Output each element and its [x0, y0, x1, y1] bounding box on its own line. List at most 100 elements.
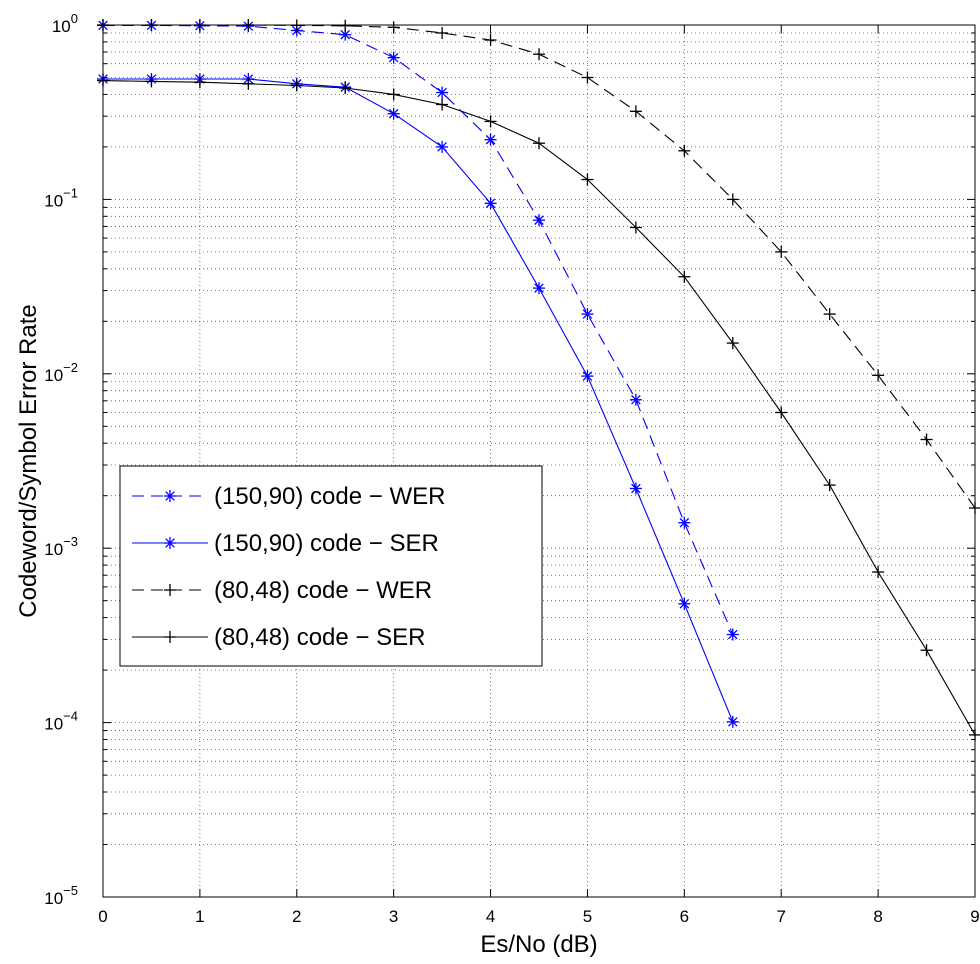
legend-item-2: (150,90) code − SER	[132, 530, 439, 557]
series-3-point	[533, 48, 545, 61]
marker-stroke	[727, 717, 738, 727]
x-tick-label: 4	[486, 907, 495, 926]
series-1-point	[726, 628, 739, 641]
marker-stroke	[582, 309, 593, 319]
series-2-point	[533, 282, 545, 295]
legend-marker-sample	[164, 584, 176, 596]
series-1-point	[387, 51, 400, 64]
series-1-point	[339, 28, 352, 41]
series-4-point	[629, 221, 642, 234]
x-axis-label: Es/No (dB)	[480, 931, 597, 958]
series-4-point	[823, 479, 836, 492]
series-3-point	[581, 71, 594, 84]
marker-stroke	[582, 371, 593, 381]
marker-stroke	[727, 629, 738, 640]
marker-stroke	[679, 517, 690, 528]
series-4-point	[533, 137, 545, 150]
series-4-point	[436, 98, 449, 111]
x-tick-label: 0	[98, 907, 107, 926]
marker-stroke	[340, 29, 351, 40]
marker-stroke	[631, 394, 641, 405]
series-1-point	[581, 308, 594, 321]
legend-item-4: (80,48) code − SER	[132, 624, 425, 651]
legend: (150,90) code − WER (150,90) code − SER (8…	[119, 465, 543, 667]
series-3-point	[629, 105, 642, 118]
legend-marker-sample	[164, 490, 176, 502]
y-axis-label: Codeword/Symbol Error Rate	[15, 304, 42, 617]
legend-label: (150,90) code − WER	[214, 483, 445, 510]
series-2-point	[387, 107, 400, 120]
series-2-point	[581, 370, 594, 383]
series-4-point	[775, 406, 788, 419]
marker-stroke	[388, 52, 399, 63]
series-3-point	[920, 433, 933, 446]
legend-marker-sample	[164, 537, 176, 549]
series-2-point	[484, 197, 497, 210]
marker-stroke	[437, 142, 447, 152]
series-3-point	[823, 308, 836, 321]
y-tick-exponent: 0	[71, 11, 78, 26]
x-tick-label: 3	[389, 907, 398, 926]
series-4-point	[387, 88, 400, 101]
legend-label: (150,90) code − SER	[214, 530, 439, 557]
series-2-point	[436, 140, 449, 153]
y-tick-exponent: −4	[63, 709, 78, 724]
marker-stroke	[534, 283, 544, 293]
series-3-point	[872, 369, 885, 382]
series-2-point	[726, 715, 739, 728]
series-4-point	[339, 82, 352, 95]
marker-stroke	[165, 538, 175, 548]
x-tick-label: 1	[195, 907, 204, 926]
marker-stroke	[437, 87, 447, 98]
legend-item-1: (150,90) code − WER	[132, 483, 445, 510]
series-3-point	[339, 19, 352, 32]
x-tick-label: 8	[873, 907, 882, 926]
series-1-point	[484, 133, 497, 146]
series-4-point	[726, 337, 739, 350]
legend-marker-sample	[164, 631, 176, 643]
series-3-point	[678, 144, 691, 157]
x-tick-label: 2	[292, 907, 301, 926]
y-tick-exponent: −5	[63, 883, 78, 898]
series-2-point	[678, 597, 691, 610]
series-3-point	[726, 193, 739, 206]
plot-frame	[102, 24, 976, 898]
marker-stroke	[485, 134, 496, 145]
series-3-point	[775, 245, 788, 258]
series-1-point	[629, 393, 642, 406]
x-tick-label: 7	[776, 907, 785, 926]
legend-item-3: (80,48) code − WER	[132, 577, 432, 604]
x-tick-label: 9	[970, 907, 979, 926]
y-tick-exponent: −2	[63, 360, 78, 375]
x-tick-label: 6	[680, 907, 689, 926]
series-3-point	[484, 34, 497, 47]
marker-stroke	[534, 215, 544, 225]
series-2-line	[103, 78, 734, 723]
series-4-point	[145, 75, 158, 88]
series-4-point	[920, 644, 933, 657]
y-tick-exponent: −1	[63, 185, 78, 200]
series-2-point	[629, 482, 642, 495]
series-4-point	[242, 77, 255, 90]
series-4-point	[678, 270, 691, 283]
series-3-point	[436, 26, 449, 39]
series-4-point	[581, 173, 594, 186]
series-1-point	[533, 214, 545, 227]
series-1-point	[436, 86, 449, 99]
series-4-point	[290, 79, 303, 92]
series-4-point	[872, 566, 885, 579]
marker-stroke	[388, 108, 399, 119]
legend-label: (80,48) code − SER	[214, 624, 425, 651]
marker-stroke	[679, 599, 690, 609]
legend-box	[119, 465, 543, 667]
series-4-point	[193, 76, 206, 89]
legend-label: (80,48) code − WER	[214, 577, 432, 604]
marker-stroke	[631, 483, 641, 494]
plot-area-background	[103, 25, 975, 897]
series-1-line	[103, 24, 734, 635]
series-1-point	[678, 516, 691, 529]
y-tick-exponent: −3	[63, 534, 78, 549]
x-tick-label: 5	[583, 907, 592, 926]
